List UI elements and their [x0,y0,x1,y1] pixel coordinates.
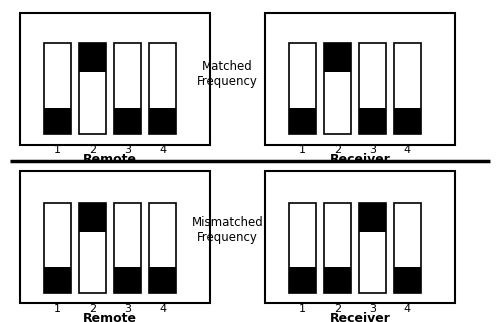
Bar [394,267,421,293]
Text: 2: 2 [334,145,341,155]
Bar [289,43,316,134]
Bar [265,171,455,303]
Bar [289,203,316,293]
Bar [114,108,141,134]
Bar [324,43,351,72]
Text: Remote: Remote [83,153,137,166]
Bar [394,108,421,134]
Bar [149,108,176,134]
Bar [359,203,386,232]
Text: 4: 4 [404,304,411,314]
Bar [149,203,176,293]
Text: 3: 3 [369,304,376,314]
Bar [359,203,386,293]
Text: 2: 2 [334,304,341,314]
Bar [44,43,72,134]
Bar [44,267,72,293]
Text: 4: 4 [159,145,166,155]
Bar [114,267,141,293]
Text: 1: 1 [54,145,61,155]
Text: Remote: Remote [83,312,137,322]
Bar [44,203,72,293]
Bar [289,108,316,134]
Bar [20,171,210,303]
Bar [324,267,351,293]
Bar [265,13,455,145]
Text: Receiver: Receiver [330,312,390,322]
Text: 1: 1 [299,304,306,314]
Bar [44,108,72,134]
Bar [114,43,141,134]
Text: 2: 2 [89,304,96,314]
Bar [359,43,386,134]
Bar [149,267,176,293]
Text: 1: 1 [54,304,61,314]
Text: 1: 1 [299,145,306,155]
Text: 3: 3 [124,304,131,314]
Bar [114,203,141,293]
Bar [394,203,421,293]
Text: 4: 4 [159,304,166,314]
Bar [289,267,316,293]
Text: 4: 4 [404,145,411,155]
Bar [394,43,421,134]
Bar [79,43,106,134]
Text: 3: 3 [124,145,131,155]
Bar [79,43,106,72]
Text: 2: 2 [89,145,96,155]
Bar [79,203,106,293]
Text: Matched
Frequency: Matched Frequency [197,60,258,88]
Text: 3: 3 [369,145,376,155]
Bar [324,43,351,134]
Bar [359,108,386,134]
Bar [324,203,351,293]
Text: Receiver: Receiver [330,153,390,166]
Text: Mismatched
Frequency: Mismatched Frequency [192,216,264,244]
Bar [79,203,106,232]
Bar [149,43,176,134]
Bar [20,13,210,145]
